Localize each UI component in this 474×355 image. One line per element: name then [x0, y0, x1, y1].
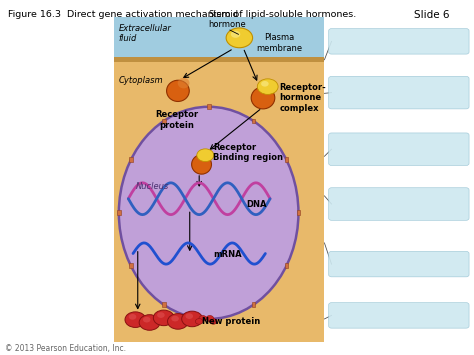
Text: Nucleus: Nucleus: [136, 182, 169, 191]
FancyBboxPatch shape: [328, 29, 469, 54]
Bar: [162, 302, 165, 307]
Bar: [117, 211, 121, 215]
Bar: [297, 211, 301, 215]
Circle shape: [231, 31, 240, 38]
Ellipse shape: [251, 87, 275, 109]
Text: Steroid
hormone: Steroid hormone: [209, 10, 246, 29]
Ellipse shape: [191, 155, 211, 174]
Text: Slide 6: Slide 6: [414, 10, 450, 20]
Ellipse shape: [119, 107, 299, 319]
Circle shape: [210, 318, 217, 324]
Bar: [129, 157, 133, 162]
Bar: [284, 157, 288, 162]
Bar: [114, 56, 324, 62]
Circle shape: [143, 317, 151, 322]
Text: Extracellular
fluid: Extracellular fluid: [119, 24, 172, 43]
Bar: [114, 17, 324, 57]
FancyBboxPatch shape: [328, 188, 469, 220]
Ellipse shape: [166, 80, 189, 102]
Circle shape: [171, 316, 179, 321]
Text: © 2013 Pearson Education, Inc.: © 2013 Pearson Education, Inc.: [5, 344, 127, 353]
Circle shape: [129, 314, 137, 320]
Circle shape: [226, 28, 253, 48]
Bar: [162, 119, 165, 124]
Text: Receptor-
hormone
complex: Receptor- hormone complex: [280, 83, 326, 113]
Text: Cytoplasm: Cytoplasm: [119, 76, 164, 85]
Bar: [114, 57, 324, 342]
Text: Plasma
membrane: Plasma membrane: [256, 33, 302, 53]
Circle shape: [257, 79, 278, 94]
FancyBboxPatch shape: [328, 251, 469, 277]
Circle shape: [185, 313, 193, 319]
FancyBboxPatch shape: [328, 133, 469, 165]
Text: New protein: New protein: [201, 317, 260, 326]
Circle shape: [197, 149, 214, 162]
Circle shape: [195, 318, 203, 324]
Circle shape: [261, 81, 269, 87]
Circle shape: [182, 311, 202, 327]
Circle shape: [139, 315, 160, 330]
Circle shape: [167, 313, 188, 329]
Bar: [129, 263, 133, 268]
FancyBboxPatch shape: [328, 76, 469, 109]
Circle shape: [154, 310, 174, 326]
Circle shape: [199, 316, 207, 321]
FancyBboxPatch shape: [328, 303, 469, 328]
Bar: [284, 263, 288, 268]
Circle shape: [157, 312, 164, 318]
Bar: [207, 316, 210, 321]
Text: Figure 16.3  Direct gene activation mechanism of lipid-soluble hormones.: Figure 16.3 Direct gene activation mecha…: [8, 10, 356, 18]
Text: DNA: DNA: [246, 200, 267, 208]
Bar: [252, 119, 255, 124]
Text: mRNA: mRNA: [213, 250, 242, 259]
Circle shape: [206, 316, 214, 321]
Ellipse shape: [178, 78, 190, 88]
Bar: [252, 302, 255, 307]
Bar: [207, 104, 210, 109]
Text: Receptor
Binding region: Receptor Binding region: [213, 143, 283, 163]
Circle shape: [125, 312, 146, 327]
Text: Receptor
protein: Receptor protein: [155, 110, 199, 130]
